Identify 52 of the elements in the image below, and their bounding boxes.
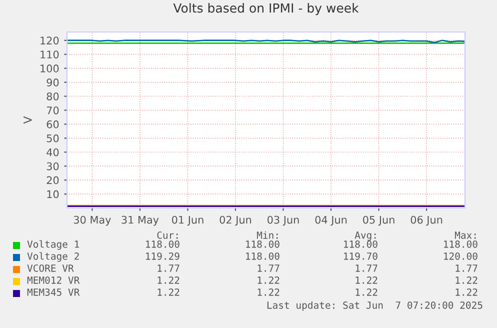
y-tick-label: 70 <box>46 106 59 114</box>
text: Max: <box>454 232 476 239</box>
chart-title: Volts based on IPMI - by week <box>173 3 359 16</box>
y-tick-label: 30 <box>46 162 59 170</box>
y-tick-label: 100 <box>40 64 59 72</box>
text: 1.22 <box>258 276 280 284</box>
text: 1.22 <box>258 288 280 296</box>
x-tick-label: 30 May <box>74 216 111 226</box>
legend-label: Voltage 1 <box>27 240 80 250</box>
text: 1.22 <box>356 288 378 296</box>
text: 1.22 <box>456 276 478 284</box>
text: Min: <box>256 231 278 239</box>
text: 1.77 <box>356 264 378 272</box>
text: 118.00 <box>444 240 478 248</box>
text: 1.22 <box>158 288 180 296</box>
x-tick-label: 05 Jun <box>363 216 394 226</box>
y-tick-label: 40 <box>46 148 59 156</box>
text: 119.29 <box>146 252 180 260</box>
legend-label: VCORE VR <box>27 264 74 272</box>
x-tick-label: 31 May <box>122 216 159 226</box>
x-tick-label: 02 Jun <box>220 216 252 226</box>
y-tick-label: 80 <box>46 92 59 100</box>
y-tick-label: 20 <box>46 176 59 184</box>
y-tick-label: 50 <box>46 134 59 142</box>
x-tick-label: 04 Jun <box>315 216 347 226</box>
legend-label: MEM012 VR <box>27 276 80 284</box>
text: 118.00 <box>146 240 180 248</box>
text: 118.00 <box>246 252 280 260</box>
text: 1.77 <box>258 264 280 272</box>
legend-label: MEM345 VR <box>27 288 80 296</box>
text: 1.77 <box>158 264 180 272</box>
text: 1.22 <box>456 288 478 296</box>
y-tick-label: 110 <box>40 50 59 58</box>
legend-label: Voltage 2 <box>27 252 79 262</box>
text: 118.00 <box>246 240 280 248</box>
text: 120.00 <box>444 252 478 260</box>
y-tick-label: 90 <box>46 78 59 86</box>
text: 1.77 <box>456 264 478 272</box>
x-tick-label: 01 Jun <box>172 216 204 226</box>
text: Last update: Sat Jun 7 07:20:00 2025 <box>267 301 482 311</box>
y-tick-label: 120 <box>40 36 59 44</box>
text: 1.22 <box>356 276 378 284</box>
text: Avg: <box>354 232 376 241</box>
y-tick-label: 60 <box>46 120 59 128</box>
y-tick-label: 10 <box>47 190 59 198</box>
x-tick-label: 03 Jun <box>268 216 299 226</box>
text: 118.00 <box>344 240 378 248</box>
text: Cur: <box>157 231 178 239</box>
y-axis-title: V <box>24 116 32 124</box>
x-tick-label: 06 Jun <box>410 216 442 226</box>
text: 119.70 <box>344 252 378 260</box>
text: 1.22 <box>158 276 180 284</box>
